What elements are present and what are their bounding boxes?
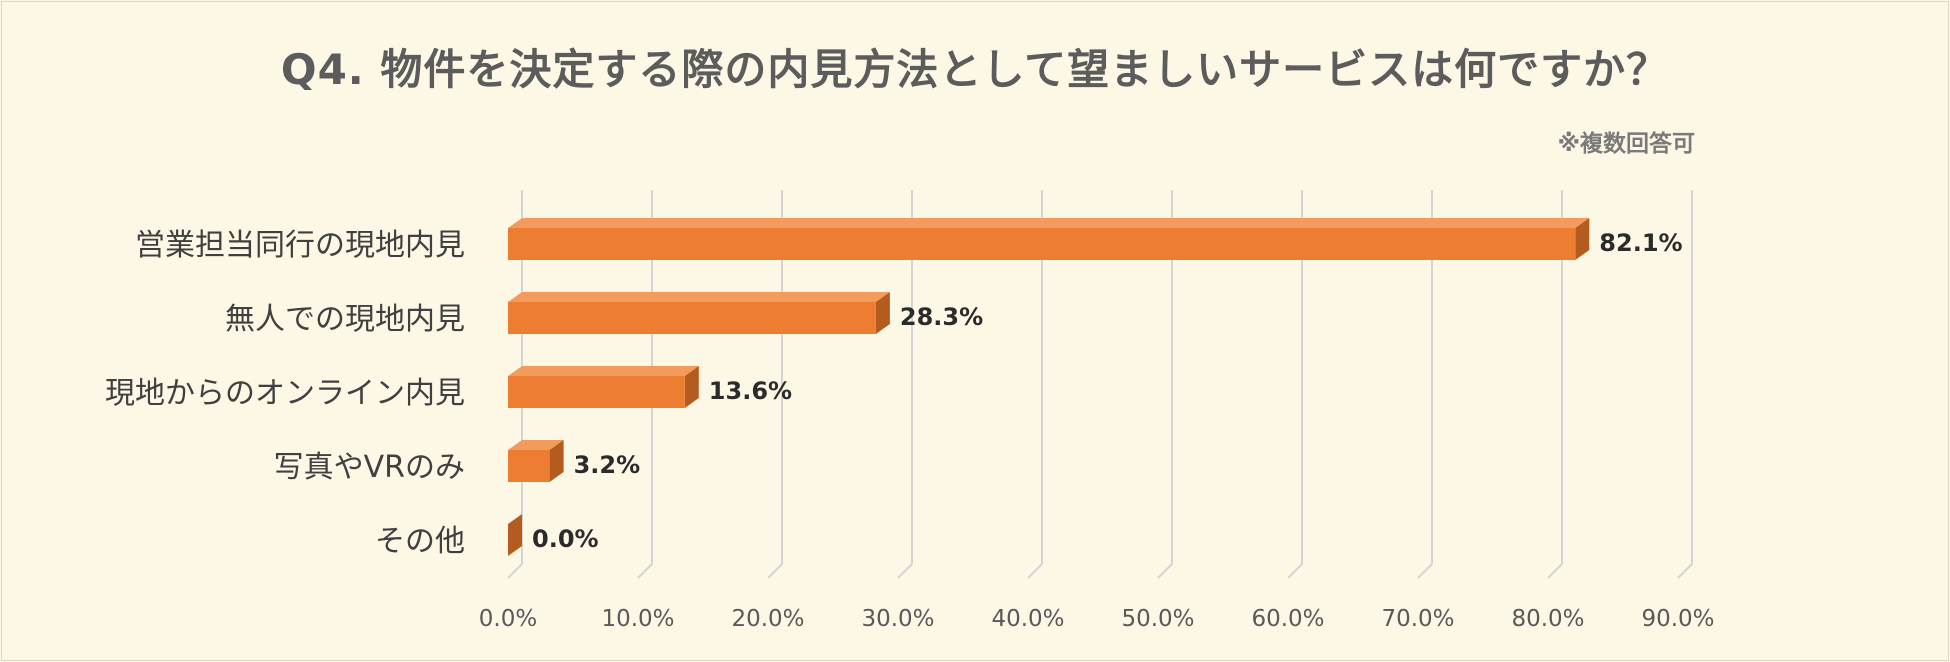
category-label: 営業担当同行の現地内見 xyxy=(135,228,465,263)
chart-title: Q4. 物件を決定する際の内見方法として望ましいサービスは何ですか？ xyxy=(280,45,1670,94)
x-tick-label: 70.0% xyxy=(1381,606,1454,632)
bar-side xyxy=(508,514,522,556)
x-tick-label: 0.0% xyxy=(479,606,537,632)
x-tick-label: 80.0% xyxy=(1511,606,1584,632)
category-label: 無人での現地内見 xyxy=(225,302,465,337)
x-tick-label: 40.0% xyxy=(991,606,1064,632)
gridline-foot xyxy=(1027,563,1043,579)
bar-top xyxy=(508,218,1590,228)
gridline-foot xyxy=(1417,563,1433,579)
gridline-foot xyxy=(1677,563,1693,579)
gridline-foot xyxy=(1547,563,1563,579)
gridline-foot xyxy=(1157,563,1173,579)
chart-note: ※複数回答可 xyxy=(1557,131,1695,157)
x-tick-label: 30.0% xyxy=(861,606,934,632)
gridline-foot xyxy=(637,563,653,579)
x-tick-label: 10.0% xyxy=(601,606,674,632)
category-label: 現地からのオンライン内見 xyxy=(105,376,465,411)
bar-side xyxy=(549,440,564,482)
value-label: 82.1% xyxy=(1599,229,1682,257)
bar xyxy=(508,376,685,408)
bar-top xyxy=(508,366,699,376)
bar xyxy=(508,302,876,334)
gridline-foot xyxy=(897,563,913,579)
category-label: その他 xyxy=(375,524,465,559)
x-tick-label: 90.0% xyxy=(1641,606,1714,632)
gridline-foot xyxy=(507,563,523,579)
x-tick-label: 60.0% xyxy=(1251,606,1324,632)
bar-top xyxy=(508,292,890,302)
value-label: 28.3% xyxy=(900,303,983,331)
bar-side xyxy=(1575,218,1590,260)
bar-top xyxy=(508,440,564,450)
gridline-foot xyxy=(767,563,783,579)
bar-side xyxy=(875,292,890,334)
bar xyxy=(508,228,1576,260)
x-tick-label: 20.0% xyxy=(731,606,804,632)
bar xyxy=(508,450,550,482)
gridline-foot xyxy=(1287,563,1303,579)
bar-side xyxy=(684,366,699,408)
value-label: 3.2% xyxy=(574,451,641,479)
value-label: 0.0% xyxy=(532,525,599,553)
value-label: 13.6% xyxy=(709,377,792,405)
category-label: 写真やVRのみ xyxy=(274,450,465,485)
x-tick-label: 50.0% xyxy=(1121,606,1194,632)
